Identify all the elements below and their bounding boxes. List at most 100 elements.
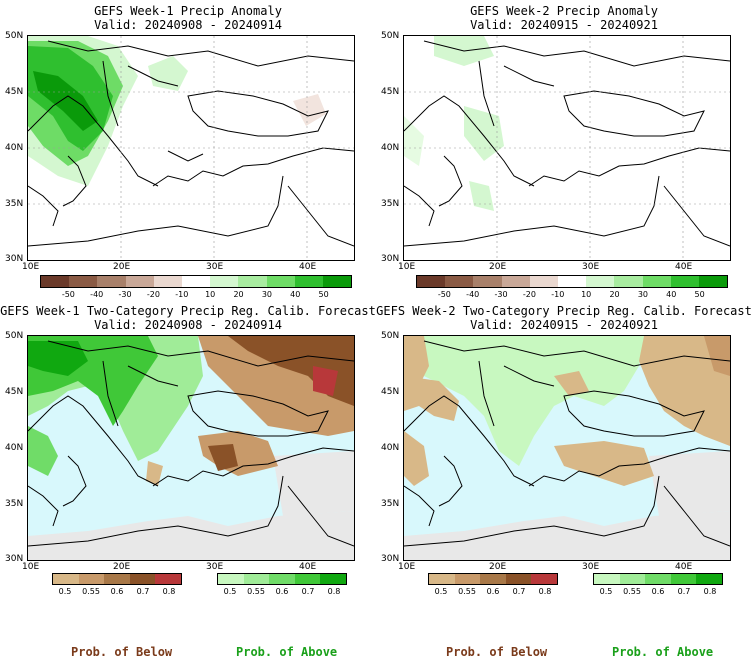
colorbar-segment [155,574,181,584]
lat-label: 30N [381,554,400,564]
lon-label: 30E [206,562,224,572]
lat-label: 45N [5,387,24,397]
no-data-region [404,511,730,560]
colorbar-segment [417,276,446,287]
colorbar-tick-label: -50 [61,290,75,299]
below-region-strong [704,336,730,376]
below-region-strong [208,444,238,471]
panel-week1-two-category: GEFS Week-1 Two-Category Precip Reg. Cal… [0,300,376,600]
lat-label: 50N [381,31,400,41]
anomaly-colorbar [416,275,728,288]
colorbar-tick-label: 30 [261,290,272,299]
dry-anomaly [293,94,326,126]
lon-label: 30E [582,262,600,272]
colorbar-tick-label: -30 [494,290,508,299]
colorbar-segment [529,276,558,287]
colorbar-segment [269,574,295,584]
colorbar-tick-label: -10 [175,290,189,299]
lat-label: 35N [381,499,400,509]
colorbar-tick-label: 0.8 [703,587,717,596]
colorbar-segment [586,276,615,287]
lat-label: 30N [381,254,400,264]
colorbar-tick-label: -50 [437,290,451,299]
below-region [404,376,459,421]
below-region [404,431,429,486]
map-svg [404,36,730,260]
panel-week1-anomaly: GEFS Week-1 Precip Anomaly Valid: 202409… [0,0,376,300]
lon-label: 20E [113,262,131,272]
colorbar-tick-label: 0.6 [110,587,124,596]
lon-label: 40E [675,262,693,272]
lon-label: 40E [675,562,693,572]
colorbar-segment [153,276,182,287]
colorbar-segment [445,276,474,287]
panel-subtitle: Valid: 20240908 - 20240914 [94,18,282,32]
colorbar-tick-label: 50 [318,290,329,299]
colorbar-segment [97,276,126,287]
colorbar-segment [696,574,722,584]
lon-label: 10E [398,262,416,272]
below-region [639,336,730,446]
above-region [424,336,644,466]
colorbar-tick-label: -10 [551,290,565,299]
colorbar-tick-label: 0.55 [82,587,100,596]
colorbar-tick-label: 0.8 [327,587,341,596]
lon-label: 10E [398,562,416,572]
colorbar-segment [480,574,506,584]
wet-anomaly-east [148,56,188,91]
anomaly-colorbar [40,275,352,288]
lat-label: 40N [5,143,24,153]
lon-label: 40E [299,562,317,572]
lon-label: 10E [22,262,40,272]
lon-label: 20E [489,562,507,572]
colorbar-segment [429,574,455,584]
colorbar-tick-label: 0.8 [162,587,176,596]
colorbar-tick-label: -30 [118,290,132,299]
lat-label: 50N [5,331,24,341]
gridlines [28,36,354,260]
above-colorbar [593,573,723,585]
colorbar-tick-label: 40 [666,290,677,299]
colorbar-segment [125,276,154,287]
colorbar-segment [210,276,239,287]
wet-anomaly-light [404,116,424,166]
colorbar-segment [243,574,270,584]
lon-label: 30E [206,262,224,272]
colorbar-segment [266,276,295,287]
no-data-region [649,451,730,516]
colorbar-tick-label: 20 [609,290,620,299]
lat-label: 35N [5,499,24,509]
map-svg [404,336,730,560]
lat-label: 50N [5,31,24,41]
panel-subtitle: Valid: 20240915 - 20240921 [470,18,658,32]
colorbar-segment [69,276,98,287]
colorbar-segment [505,574,532,584]
colorbar-tick-label: 0.55 [623,587,641,596]
lat-label: 40N [381,443,400,453]
lon-label: 20E [113,562,131,572]
colorbar-tick-label: 10 [205,290,216,299]
colorbar-segment [78,574,105,584]
no-data-region [273,451,354,516]
colorbar-tick-label: 0.7 [512,587,526,596]
colorbar-segment [473,276,502,287]
panel-title: GEFS Week-1 Two-Category Precip Reg. Cal… [0,304,376,318]
colorbar-segment [181,276,211,287]
colorbar-tick-label: 0.55 [247,587,265,596]
coastlines [404,340,730,547]
lat-label: 35N [5,199,24,209]
colorbar-tick-label: 0.6 [486,587,500,596]
colorbar-tick-label: -40 [90,290,104,299]
colorbar-segment [238,276,267,287]
colorbar-segment [619,574,646,584]
lat-label: 35N [381,199,400,209]
above-region [28,426,58,476]
colorbar-tick-label: 0.6 [275,587,289,596]
colorbar-tick-label: 0.6 [651,587,665,596]
wet-anomaly-light [469,181,494,211]
colorbar-tick-label: 0.5 [58,587,72,596]
lat-label: 30N [5,254,24,264]
below-region-max [313,366,338,396]
colorbar-tick-label: 0.5 [434,587,448,596]
colorbar-tick-label: 0.7 [301,587,315,596]
